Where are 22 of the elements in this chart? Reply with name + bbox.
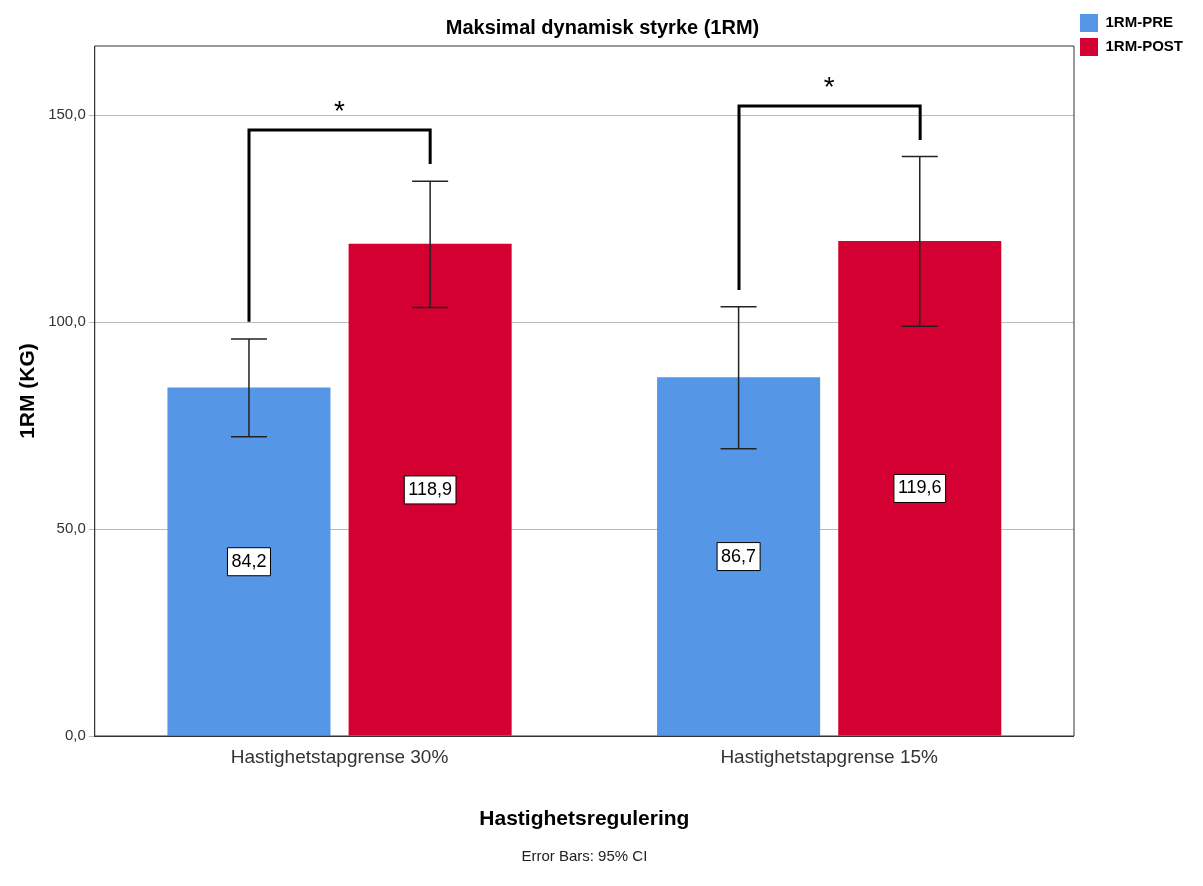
x-axis-title: Hastighetsregulering bbox=[479, 806, 690, 830]
data-label: 86,7 bbox=[721, 545, 757, 566]
data-label: 84,2 bbox=[231, 550, 267, 571]
annotation: * bbox=[822, 70, 836, 102]
legend-label: 1RM-POST bbox=[1105, 37, 1184, 55]
bar bbox=[348, 243, 512, 736]
bar bbox=[657, 377, 821, 736]
data-label: 119,6 bbox=[897, 477, 942, 498]
bar bbox=[838, 240, 1002, 736]
chart-title: Maksimal dynamisk styrke (1RM) bbox=[445, 15, 760, 38]
x-tick-label: Hastighetstapgrense 30% bbox=[230, 745, 449, 767]
data-label: 118,9 bbox=[408, 478, 452, 499]
y-tick-label: 50,0 bbox=[56, 519, 86, 537]
bar bbox=[167, 387, 331, 736]
x-tick-label: Hastighetstapgrense 15% bbox=[720, 745, 939, 767]
y-tick-label: 150,0 bbox=[48, 105, 86, 123]
annotation: * bbox=[333, 95, 346, 127]
y-tick-label: 100,0 bbox=[48, 312, 86, 330]
text: Error Bars: 95% CI bbox=[521, 846, 648, 864]
legend-label: 1RM-PRE bbox=[1105, 13, 1174, 31]
y-tick-label: 0,0 bbox=[64, 726, 86, 744]
y-axis-title: 1RM (KG) bbox=[15, 343, 39, 439]
